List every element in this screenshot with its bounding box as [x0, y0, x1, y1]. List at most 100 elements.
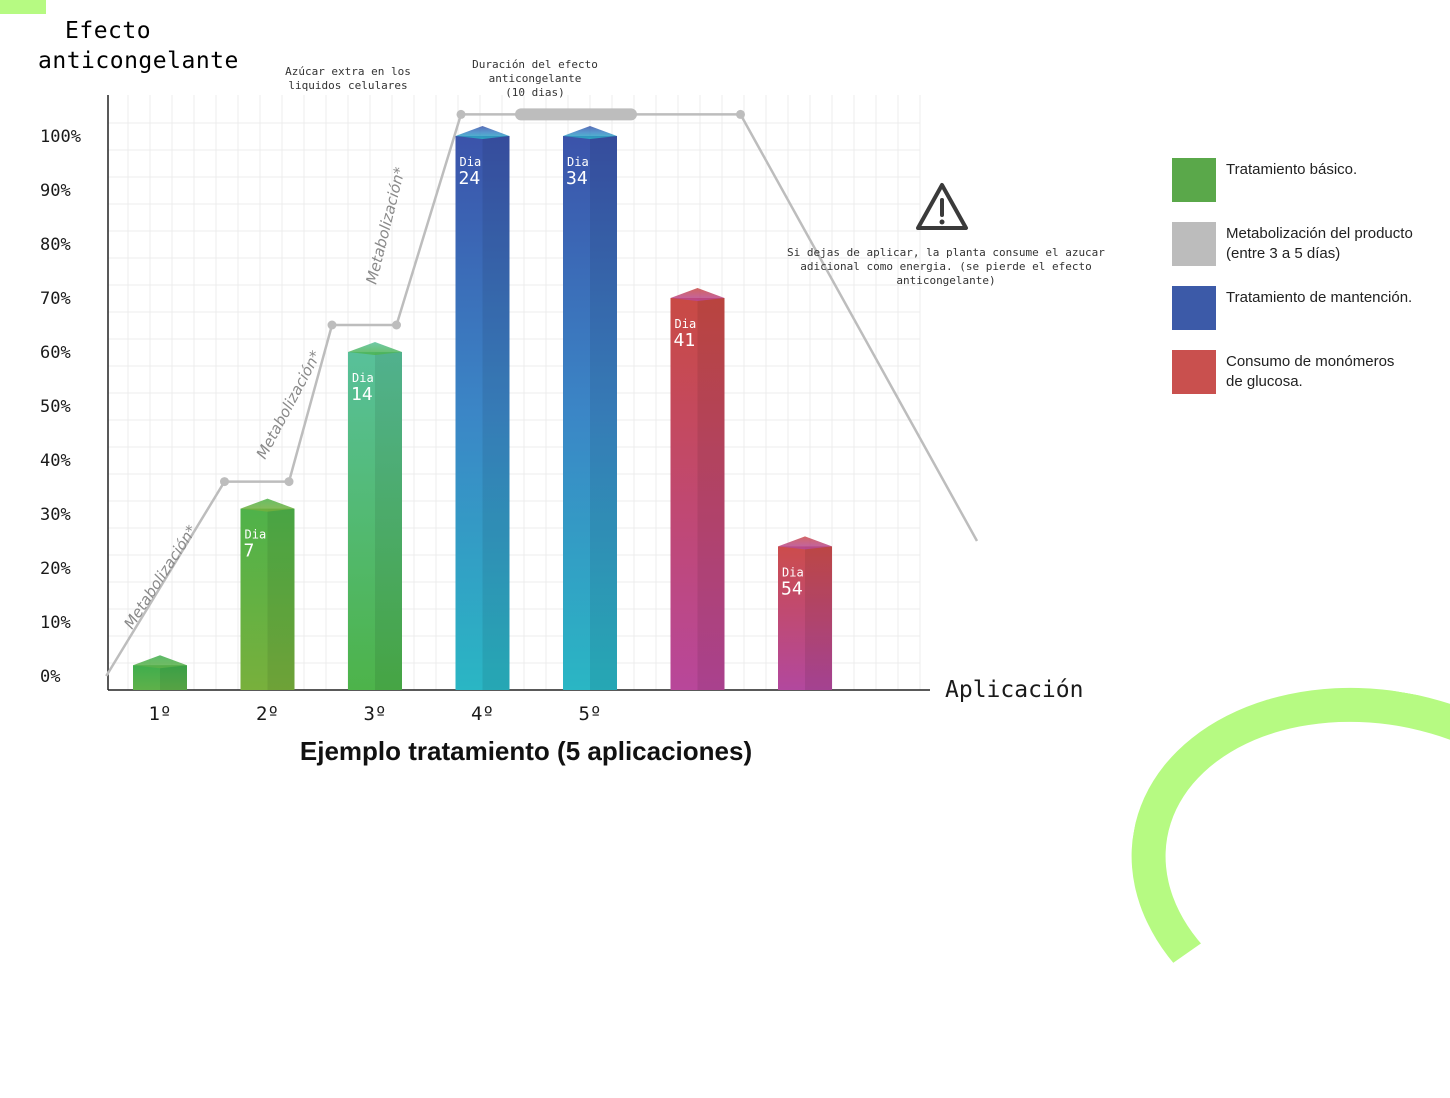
- annotation-warning-line3: anticongelante): [896, 274, 995, 287]
- bar: [348, 352, 402, 690]
- bar-top: [670, 288, 725, 301]
- annotation-warning-line2: adicional como energia. (se pierde el ef…: [800, 260, 1091, 273]
- bar-day-label: 41: [674, 330, 696, 351]
- y-tick-label: 90%: [40, 181, 71, 201]
- bar-day-prefix: Dia: [245, 528, 267, 542]
- legend: Tratamiento básico. Metabolización del p…: [1172, 158, 1450, 414]
- bar-group: [133, 655, 187, 690]
- y-tick-label: 10%: [40, 613, 71, 633]
- metab-point: [220, 477, 229, 487]
- bar-shade: [590, 136, 617, 690]
- metab-point: [392, 320, 401, 330]
- legend-swatch-maint: [1172, 286, 1216, 330]
- bar: [240, 508, 295, 690]
- y-tick-label: 40%: [40, 451, 71, 471]
- y-tick-label: 0%: [40, 667, 60, 687]
- annotation-warning: Si dejas de aplicar, la planta consume e…: [787, 246, 1105, 287]
- legend-item-basic: Tratamiento básico.: [1172, 158, 1450, 214]
- bar: [563, 136, 617, 690]
- legend-swatch-basic: [1172, 158, 1216, 202]
- legend-label-basic: Tratamiento básico.: [1226, 161, 1358, 178]
- bar-top: [348, 342, 402, 355]
- bar-top: [455, 126, 510, 139]
- metab-point: [736, 109, 745, 119]
- bar-shade: [160, 665, 187, 690]
- bar: [455, 136, 510, 690]
- x-tick-label: 1º: [149, 703, 172, 725]
- bar-top: [563, 126, 617, 139]
- x-tick-labels: 1º 2º 3º 4º 5º: [149, 703, 602, 725]
- bar-day-prefix: Dia: [460, 155, 482, 169]
- annotation-duracion-line1: Duración del efecto: [472, 58, 598, 71]
- y-tick-label: 50%: [40, 397, 71, 417]
- x-tick-label: 4º: [471, 703, 494, 725]
- legend-item-maint: Tratamiento de mantención.: [1172, 286, 1450, 342]
- x-tick-label: 3º: [364, 703, 387, 725]
- y-tick-label: 80%: [40, 235, 71, 255]
- bar: [778, 546, 832, 690]
- bar-shade: [267, 508, 295, 690]
- bar-top: [240, 498, 295, 512]
- y-tick-label: 30%: [40, 505, 71, 525]
- metab-point: [327, 320, 337, 330]
- legend-label-metab: Metabolización del producto (entre 3 a 5…: [1226, 225, 1413, 262]
- metab-polyline: [105, 113, 979, 677]
- bar-shade: [805, 546, 832, 690]
- legend-label-maint: Tratamiento de mantención.: [1226, 289, 1413, 306]
- y-tick-label: 100%: [40, 127, 81, 147]
- metab-label-1: Metabolización*: [120, 521, 201, 632]
- bar-shade: [375, 352, 402, 690]
- annotation-duracion-line3: (10 dias): [505, 86, 565, 99]
- y-tick-labels: 0% 10% 20% 30% 40% 50% 60% 70% 80% 90% 100%: [40, 127, 81, 687]
- legend-swatch-consumo: [1172, 350, 1216, 394]
- bar-day-label: 14: [351, 384, 373, 405]
- x-axis-title: Aplicación: [945, 677, 1083, 703]
- bar-day-label: 34: [566, 168, 588, 189]
- legend-item-metab: Metabolización del producto (entre 3 a 5…: [1172, 222, 1450, 278]
- chart: Efecto anticongelante 0% 10% 20% 30% 40% 50% 6…: [38, 18, 1105, 766]
- metab-point: [284, 477, 294, 487]
- accent-square: [0, 0, 46, 14]
- metab-label-2: Metabolización*: [253, 347, 325, 462]
- metab-point: [456, 109, 466, 119]
- y-axis-title-line1: Efecto: [65, 18, 151, 44]
- y-tick-label: 70%: [40, 289, 71, 309]
- bar-day-label: 7: [244, 541, 255, 562]
- bar-day-label: 54: [781, 578, 803, 599]
- y-tick-label: 60%: [40, 343, 71, 363]
- metabolization-line: [105, 108, 979, 677]
- bar-shade: [482, 136, 510, 690]
- annotation-azucar-line2: liquidos celulares: [288, 79, 407, 92]
- annotation-duracion: Duración del efecto anticongelante (10 d…: [472, 58, 598, 99]
- chart-title: Ejemplo tratamiento (5 aplicaciones): [300, 736, 752, 766]
- bar-day-prefix: Dia: [352, 371, 374, 385]
- annotation-azucar: Azúcar extra en los liquidos celulares: [285, 65, 411, 92]
- bar-day-label: 24: [459, 168, 481, 189]
- bar: [670, 298, 725, 690]
- bar-day-prefix: Dia: [782, 565, 804, 579]
- legend-swatch-metab: [1172, 222, 1216, 266]
- bar: [133, 665, 187, 690]
- legend-item-consumo: Consumo de monómeros de glucosa.: [1172, 350, 1450, 406]
- annotation-duracion-line2: anticongelante: [489, 72, 582, 85]
- metab-label-3: Metabolización*: [362, 165, 409, 286]
- legend-label-consumo: Consumo de monómeros de glucosa.: [1226, 353, 1395, 390]
- bar-day-prefix: Dia: [675, 317, 697, 331]
- bar-top: [778, 536, 832, 550]
- annotation-warning-line1: Si dejas de aplicar, la planta consume e…: [787, 246, 1105, 259]
- bar-top: [133, 655, 187, 669]
- y-axis-title-line2: anticongelante: [38, 48, 239, 74]
- warning-icon: [916, 183, 968, 230]
- bar-shade: [697, 298, 725, 690]
- y-tick-label: 20%: [40, 559, 71, 579]
- x-tick-label: 5º: [579, 703, 602, 725]
- x-tick-label: 2º: [256, 703, 279, 725]
- annotation-azucar-line1: Azúcar extra en los: [285, 65, 411, 78]
